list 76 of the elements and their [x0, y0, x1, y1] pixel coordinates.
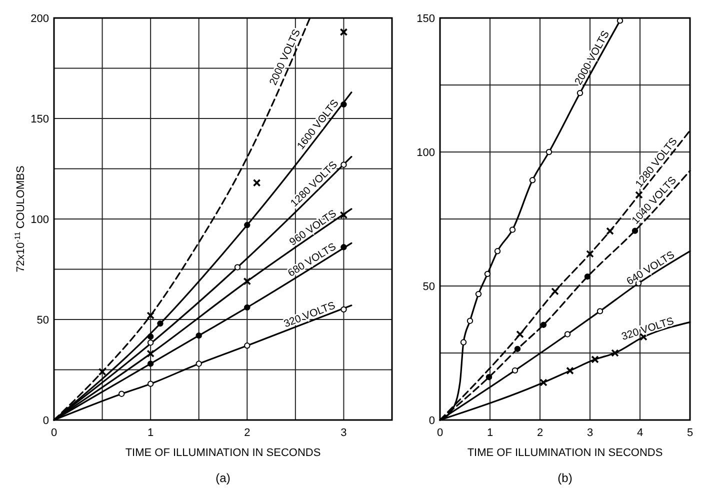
text: 320 VOLTS [620, 315, 676, 343]
x-tick-label: 0 [50, 427, 58, 439]
point [466, 318, 474, 324]
point [632, 228, 638, 234]
point [596, 308, 604, 314]
point [640, 333, 648, 341]
text: (a) [216, 471, 230, 485]
y-tick-label: 50 [422, 280, 435, 293]
point [234, 264, 241, 270]
point [147, 333, 154, 340]
x-tick-label: 2 [244, 427, 250, 439]
point [591, 356, 599, 364]
point [484, 270, 491, 278]
point [564, 331, 571, 338]
point [611, 349, 619, 357]
point [576, 90, 584, 96]
text: (b) [558, 471, 572, 485]
x-tick-label: 5 [686, 427, 694, 439]
y-tick-label: 150 [30, 113, 49, 126]
point [98, 368, 106, 376]
point [551, 287, 559, 296]
point [340, 162, 347, 168]
point [475, 290, 482, 298]
point [486, 374, 492, 380]
text: 320 VOLTS [282, 300, 338, 330]
point [147, 360, 154, 367]
point [546, 148, 552, 156]
point [196, 360, 202, 367]
point [494, 248, 501, 254]
point [244, 304, 250, 311]
point [584, 274, 591, 280]
y-tick-label: 150 [416, 12, 435, 25]
point [606, 227, 614, 235]
point [340, 306, 347, 313]
point [146, 312, 154, 320]
point [244, 222, 250, 228]
point [147, 380, 154, 387]
point [157, 320, 164, 327]
point [196, 332, 202, 339]
point [252, 178, 261, 187]
x-tick-label: 3 [586, 427, 594, 439]
y-tick-label: 0 [42, 414, 49, 427]
point [586, 250, 594, 258]
point [340, 211, 348, 219]
point [118, 390, 125, 397]
x-tick-label: 1 [148, 427, 154, 439]
y-tick-label: 50 [36, 314, 49, 326]
point [244, 342, 250, 349]
y-tick-label: 200 [30, 12, 49, 25]
x-axis-title: TIME OF ILLUMINATION IN SECONDS [467, 447, 663, 459]
x-tick-label: 2 [536, 427, 544, 439]
x-axis-title: TIME OF ILLUMINATION IN SECONDS [125, 447, 321, 459]
x-tick-label: 3 [340, 427, 347, 439]
point [340, 101, 347, 108]
point [146, 350, 154, 358]
point [540, 378, 548, 386]
y-tick-label: 100 [416, 146, 435, 159]
point [460, 339, 467, 346]
x-tick-label: 1 [486, 427, 494, 439]
point [514, 346, 521, 352]
point [512, 367, 518, 374]
point [340, 244, 347, 250]
point [243, 277, 252, 286]
y-tick-label: 100 [30, 214, 49, 226]
y-tick-label: 0 [428, 414, 435, 427]
point [635, 190, 643, 199]
point [509, 226, 516, 233]
point [147, 340, 154, 346]
point [529, 177, 536, 184]
point [540, 322, 547, 328]
point [616, 18, 624, 24]
point [566, 366, 574, 375]
x-tick-label: 4 [636, 427, 644, 439]
x-tick-label: 0 [436, 427, 444, 439]
point [516, 330, 524, 338]
point [340, 28, 348, 36]
